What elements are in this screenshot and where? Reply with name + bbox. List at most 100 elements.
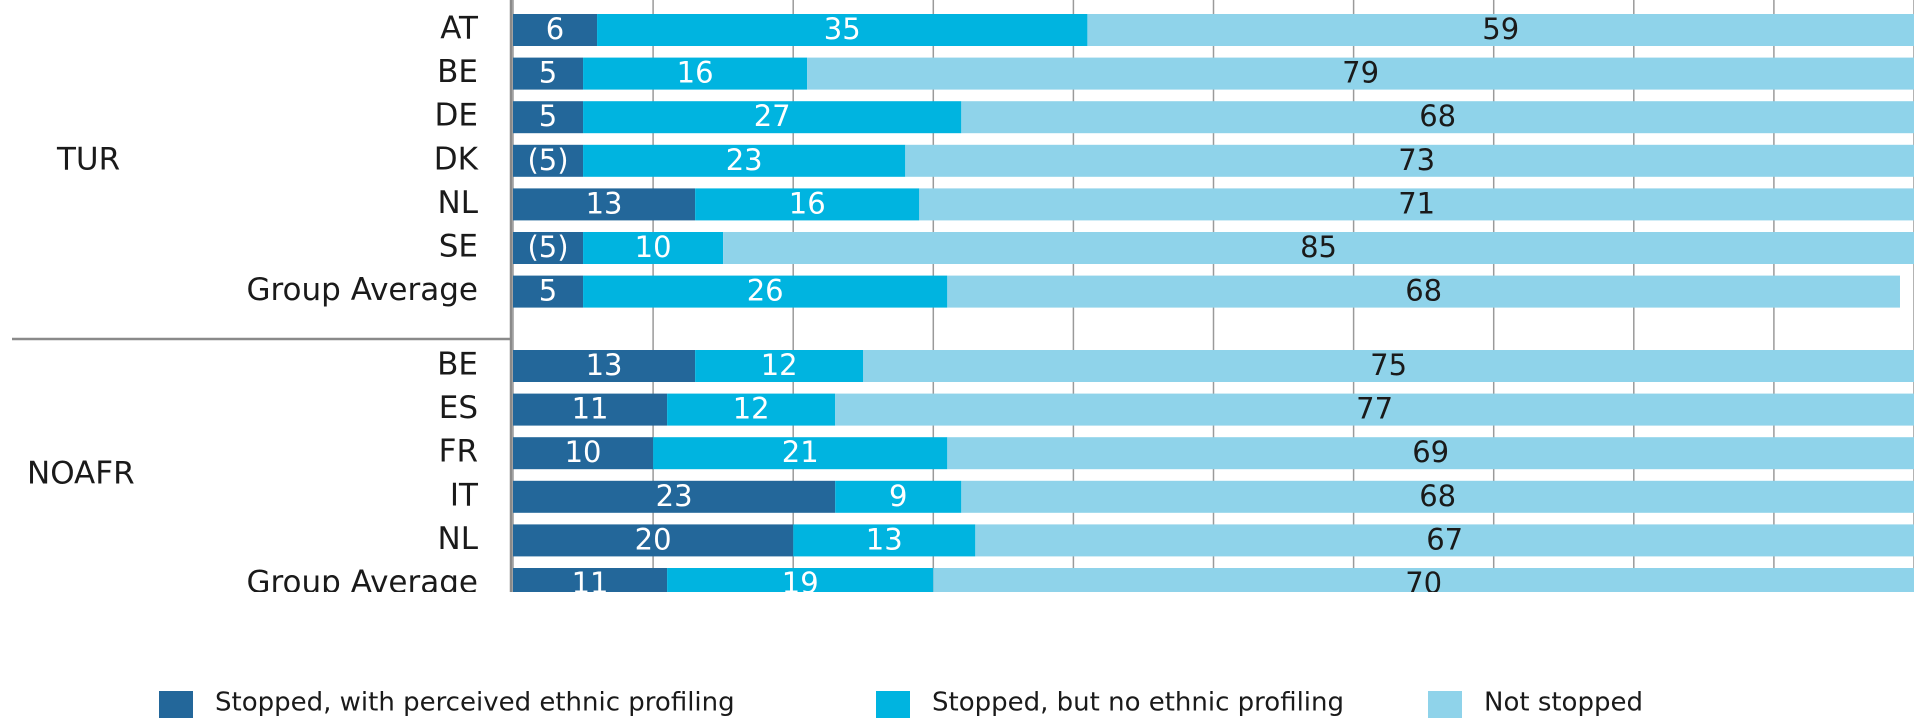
bar-segment xyxy=(933,568,1914,592)
bar-segment xyxy=(695,188,920,221)
value-label: 13 xyxy=(586,348,623,382)
value-label: 13 xyxy=(866,522,903,556)
bar-segment xyxy=(919,188,1914,221)
category-label: BE xyxy=(437,54,478,90)
bar-segment xyxy=(513,437,654,470)
bar-segment xyxy=(667,568,934,592)
bar-segment xyxy=(513,480,836,513)
category-label: AT xyxy=(440,11,479,47)
category-label: DK xyxy=(434,141,479,177)
category-label: DE xyxy=(435,98,478,134)
bar-segment xyxy=(835,480,962,513)
value-label: 75 xyxy=(1370,348,1407,382)
value-label: 5 xyxy=(539,274,557,308)
value-label: 70 xyxy=(1405,566,1442,600)
value-label: 59 xyxy=(1482,12,1519,46)
bar-segment xyxy=(947,437,1914,470)
bar-segment xyxy=(583,232,724,264)
bar-segment xyxy=(653,437,948,470)
bar-segment xyxy=(1087,14,1914,46)
bar-segment xyxy=(513,524,794,557)
value-label: 68 xyxy=(1405,274,1442,308)
bar-segment xyxy=(905,144,1914,177)
value-label: 11 xyxy=(572,566,609,600)
category-label: IT xyxy=(450,477,479,513)
value-label: 69 xyxy=(1412,435,1449,469)
legend-swatch xyxy=(159,691,193,718)
bar-segment xyxy=(807,57,1914,90)
value-label: 68 xyxy=(1419,479,1456,513)
bar-segment xyxy=(513,568,668,592)
value-label: 10 xyxy=(565,435,602,469)
value-label: 9 xyxy=(889,479,907,513)
value-label: 71 xyxy=(1398,186,1435,220)
bar-segment xyxy=(667,393,836,426)
value-label: 5 xyxy=(539,56,557,90)
category-label: ES xyxy=(439,390,478,426)
bar-segment xyxy=(513,350,696,382)
value-label: 19 xyxy=(782,566,819,600)
value-label: 11 xyxy=(572,392,609,426)
bar-segment xyxy=(947,275,1900,308)
value-label: 68 xyxy=(1419,99,1456,133)
bar-segment xyxy=(513,188,696,221)
legend-label: Stopped, but no ethnic profiling xyxy=(932,688,1344,718)
bar-segment xyxy=(583,101,962,134)
value-label: 85 xyxy=(1300,230,1337,264)
value-label: 16 xyxy=(789,186,826,220)
bar-segment xyxy=(513,101,584,134)
category-label: Group Average xyxy=(246,565,478,601)
bar-segment xyxy=(863,350,1914,382)
value-label: 73 xyxy=(1398,143,1435,177)
group-label: NOAFR xyxy=(27,456,135,492)
bar-segment xyxy=(975,524,1914,557)
group-label: TUR xyxy=(56,141,120,177)
category-label: NL xyxy=(438,185,479,221)
value-label: 5 xyxy=(539,99,557,133)
value-label: (5) xyxy=(527,143,568,177)
category-label: NL xyxy=(438,521,479,557)
value-label: 16 xyxy=(677,56,714,90)
bar-segment xyxy=(513,144,584,177)
value-label: 67 xyxy=(1426,522,1463,556)
bar-segment xyxy=(723,232,1914,264)
bar-segment xyxy=(513,14,598,46)
bar-segment xyxy=(597,14,1088,46)
bar-segment xyxy=(513,393,668,426)
value-label: 21 xyxy=(782,435,819,469)
value-label: 77 xyxy=(1356,392,1393,426)
category-label: SE xyxy=(439,229,478,265)
bar-segment xyxy=(695,350,864,382)
category-label: Group Average xyxy=(246,272,478,308)
bar-segment xyxy=(513,232,584,264)
value-label: 10 xyxy=(635,230,672,264)
value-label: 26 xyxy=(747,274,784,308)
bar-segment xyxy=(793,524,976,557)
bar-segment xyxy=(513,57,584,90)
legend-label: Not stopped xyxy=(1484,688,1643,718)
legend: Stopped, with perceived ethnic profiling… xyxy=(159,688,1643,718)
value-label: 20 xyxy=(635,522,672,556)
legend-swatch xyxy=(1428,691,1462,718)
value-label: (5) xyxy=(527,230,568,264)
value-label: 23 xyxy=(726,143,763,177)
bar-segment xyxy=(583,144,906,177)
bar-segment xyxy=(835,393,1914,426)
value-label: 6 xyxy=(546,12,564,46)
legend-swatch xyxy=(876,691,910,718)
value-label: 79 xyxy=(1342,56,1379,90)
bar-segment xyxy=(583,275,948,308)
category-label: FR xyxy=(439,434,478,470)
value-label: 12 xyxy=(761,348,798,382)
bar-segment xyxy=(961,480,1914,513)
bar-segment xyxy=(513,275,584,308)
value-label: 35 xyxy=(824,12,861,46)
value-label: 13 xyxy=(586,186,623,220)
value-label: 12 xyxy=(733,392,770,426)
category-label: BE xyxy=(437,347,478,383)
legend-label: Stopped, with perceived ethnic profiling xyxy=(215,688,735,718)
value-label: 23 xyxy=(656,479,693,513)
bar-segment xyxy=(961,101,1914,134)
